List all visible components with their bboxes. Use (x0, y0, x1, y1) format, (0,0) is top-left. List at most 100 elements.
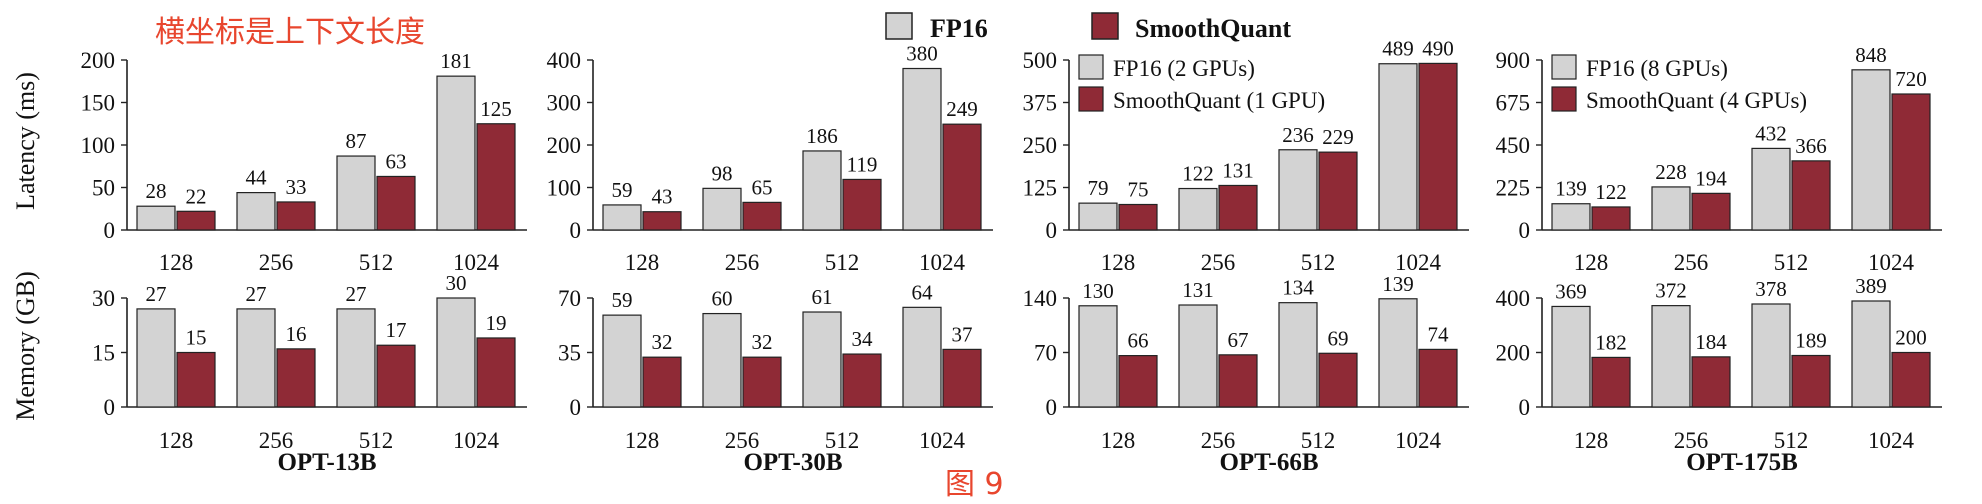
data-label: 79 (1088, 176, 1109, 200)
data-label: 131 (1222, 158, 1254, 182)
bar-fp16 (1851, 300, 1891, 408)
bar-smoothquant (476, 123, 516, 231)
bar-fp16 (702, 187, 742, 231)
y-tick-label: 100 (81, 133, 116, 158)
y-tick-label: 0 (570, 395, 582, 420)
bar-fp16 (1078, 305, 1118, 408)
data-label: 125 (480, 97, 512, 121)
panel-legend-swatch (1078, 86, 1104, 112)
bar-smoothquant (742, 356, 782, 408)
data-label: 131 (1182, 278, 1214, 302)
data-label: 366 (1795, 134, 1827, 158)
x-tick-label: 1024 (1395, 250, 1442, 275)
bar-smoothquant (1891, 93, 1931, 231)
panel-opt-13b-memory: 0 15 30 27 15 128 27 16 256 27 17 512 30 19 1024 OPT-13… (92, 271, 527, 476)
y-tick-label: 0 (1046, 395, 1058, 420)
bar-smoothquant (1891, 351, 1931, 408)
x-tick-label: 1024 (1868, 428, 1915, 453)
y-label-memory: Memory (GB) (11, 271, 40, 420)
panel-opt-30b-latency: 0 100 200 300 400 59 43 128 98 65 256 186 119 512 380 2… (547, 42, 993, 275)
data-label: 378 (1755, 277, 1787, 301)
data-label: 34 (852, 327, 874, 351)
data-label: 74 (1428, 322, 1450, 346)
annotation-bottom: 图 9 (945, 467, 1004, 502)
x-tick-label: 512 (825, 428, 860, 453)
y-tick-label: 400 (1496, 286, 1531, 311)
bar-fp16 (436, 75, 476, 231)
data-label: 432 (1755, 121, 1787, 145)
bar-fp16 (436, 297, 476, 408)
y-tick-label: 200 (1496, 341, 1531, 366)
x-tick-label: 128 (1101, 250, 1136, 275)
y-tick-label: 400 (547, 48, 582, 73)
bar-fp16 (1651, 186, 1691, 231)
bar-smoothquant (942, 348, 982, 408)
bar-fp16 (602, 314, 642, 408)
y-tick-label: 200 (81, 48, 116, 73)
x-tick-label: 128 (1574, 250, 1609, 275)
panel-opt-66b-memory: 0 70 140 130 66 128 131 67 256 134 69 512 139 74 1024 O… (1023, 272, 1469, 476)
bar-smoothquant (476, 337, 516, 408)
data-label: 32 (752, 330, 773, 354)
panel-opt-30b-memory: 0 35 70 59 32 128 60 32 256 61 34 512 64 37 1024 OPT-30… (558, 280, 993, 476)
data-label: 122 (1182, 162, 1214, 186)
y-tick-label: 0 (104, 395, 116, 420)
data-label: 389 (1855, 274, 1887, 298)
bar-fp16 (1551, 203, 1591, 231)
bar-smoothquant (1591, 356, 1631, 408)
data-label: 19 (486, 311, 507, 335)
data-label: 61 (812, 285, 833, 309)
y-tick-label: 125 (1023, 176, 1058, 201)
bar-smoothquant (276, 201, 316, 231)
bar-fp16 (902, 306, 942, 408)
x-tick-label: 128 (1574, 428, 1609, 453)
bar-fp16 (1078, 202, 1118, 231)
panel-opt-13b-latency: 0 50 100 150 200 28 22 128 44 33 256 87 63 512 181 125 1… (81, 48, 527, 275)
data-label: 194 (1695, 166, 1727, 190)
model-title: OPT-175B (1686, 449, 1798, 476)
bar-fp16 (336, 308, 376, 408)
data-label: 30 (446, 271, 467, 295)
bar-smoothquant (842, 178, 882, 231)
main-legend: FP16 SmoothQuant (885, 12, 1291, 43)
bar-smoothquant (742, 201, 782, 231)
x-tick-label: 512 (359, 250, 394, 275)
bar-smoothquant (1118, 355, 1158, 408)
panel-opt-175b-latency: 0 225 450 675 900 139 122 128 228 194 256 432 366 512… (1496, 43, 1942, 275)
x-tick-label: 512 (1301, 250, 1336, 275)
x-tick-label: 256 (259, 428, 294, 453)
data-label: 87 (346, 129, 367, 153)
x-tick-label: 1024 (919, 428, 966, 453)
y-tick-label: 70 (558, 286, 581, 311)
panel-opt-66b-latency: 0 125 250 375 500 79 75 128 122 131 256 236 229 512 48… (1023, 36, 1469, 275)
data-label: 69 (1328, 326, 1349, 350)
y-tick-label: 0 (1519, 395, 1531, 420)
data-label: 139 (1555, 177, 1587, 201)
y-tick-label: 500 (1023, 48, 1058, 73)
y-tick-label: 0 (1519, 218, 1531, 243)
x-tick-label: 1024 (919, 250, 966, 275)
bar-smoothquant (1791, 160, 1831, 231)
y-tick-label: 375 (1023, 91, 1058, 116)
bar-smoothquant (176, 210, 216, 231)
data-label: 229 (1322, 125, 1354, 149)
panel-legend-label: SmoothQuant (4 GPUs) (1586, 88, 1807, 113)
y-label-latency: Latency (ms) (11, 72, 40, 210)
bar-smoothquant (1218, 184, 1258, 231)
data-label: 65 (752, 175, 773, 199)
data-label: 200 (1895, 326, 1927, 350)
data-label: 372 (1655, 279, 1687, 303)
bar-smoothquant (942, 123, 982, 231)
model-title: OPT-13B (277, 449, 376, 476)
data-label: 75 (1128, 178, 1149, 202)
x-tick-label: 512 (1774, 428, 1809, 453)
data-label: 32 (652, 330, 673, 354)
data-label: 59 (612, 178, 633, 202)
y-tick-label: 15 (92, 341, 115, 366)
bar-smoothquant (1118, 203, 1158, 231)
y-tick-label: 450 (1496, 133, 1531, 158)
data-label: 63 (386, 149, 407, 173)
x-tick-label: 1024 (453, 250, 500, 275)
